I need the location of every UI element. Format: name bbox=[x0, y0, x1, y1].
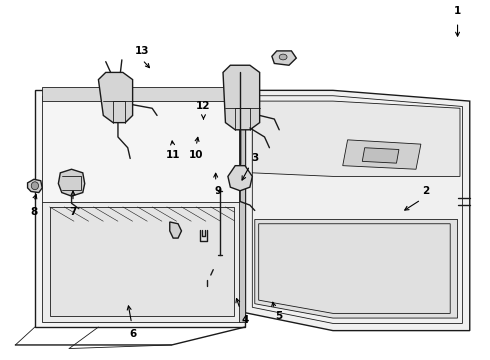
Text: 7: 7 bbox=[69, 207, 77, 217]
Polygon shape bbox=[35, 90, 245, 327]
Polygon shape bbox=[42, 202, 240, 321]
Polygon shape bbox=[255, 220, 458, 318]
Text: 2: 2 bbox=[422, 186, 429, 196]
Text: 9: 9 bbox=[215, 186, 221, 196]
Text: 11: 11 bbox=[166, 150, 180, 160]
Text: 13: 13 bbox=[135, 46, 149, 56]
Text: 12: 12 bbox=[196, 102, 211, 112]
Text: 6: 6 bbox=[129, 329, 136, 339]
Polygon shape bbox=[49, 207, 234, 316]
Polygon shape bbox=[239, 101, 245, 321]
Polygon shape bbox=[223, 65, 260, 130]
Text: 8: 8 bbox=[30, 207, 38, 217]
Text: 5: 5 bbox=[275, 311, 283, 321]
Polygon shape bbox=[272, 51, 296, 65]
Polygon shape bbox=[343, 140, 421, 169]
Text: 3: 3 bbox=[251, 153, 258, 163]
Polygon shape bbox=[42, 87, 240, 101]
Circle shape bbox=[279, 54, 287, 60]
Text: 4: 4 bbox=[241, 315, 249, 325]
Polygon shape bbox=[245, 90, 470, 330]
Text: 1: 1 bbox=[454, 6, 461, 17]
Polygon shape bbox=[98, 72, 133, 123]
Polygon shape bbox=[170, 222, 181, 238]
Polygon shape bbox=[228, 166, 252, 191]
Polygon shape bbox=[252, 101, 460, 176]
Polygon shape bbox=[58, 169, 85, 196]
Ellipse shape bbox=[31, 182, 39, 190]
Text: 10: 10 bbox=[189, 150, 203, 160]
Polygon shape bbox=[27, 179, 42, 193]
Polygon shape bbox=[362, 148, 399, 163]
